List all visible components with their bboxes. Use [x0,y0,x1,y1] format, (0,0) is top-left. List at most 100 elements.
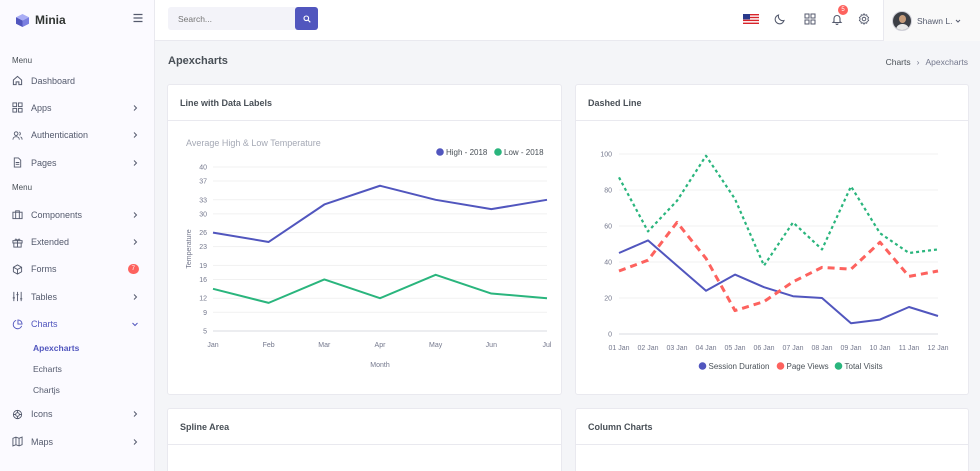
x-tick-label: 11 Jan [899,345,920,352]
forms-count-badge: 7 [127,264,139,275]
card-title: Dashed Line [576,85,968,121]
menu-toggle-icon[interactable] [133,13,143,23]
page-title: Apexcharts [168,55,228,67]
chevron-right-icon [133,411,138,418]
sidebar-item-label: Tables [31,291,58,302]
x-tick-label: 05 Jan [724,345,745,352]
chevron-right-icon [133,239,138,245]
box-icon [12,264,23,275]
x-tick-label: Jun [486,342,497,349]
x-tick-label: Jan [207,342,218,349]
series-line-low [212,273,548,304]
x-tick-label: 02 Jan [637,345,658,352]
sidebar-item-pages[interactable]: Pages [0,149,154,176]
sidebar-item-authentication[interactable]: Authentication [0,122,154,149]
sidebar-item-label: Charts [31,319,58,330]
sidebar-item-maps[interactable]: Maps [0,428,154,455]
search-input[interactable] [168,7,288,30]
legend-label: Total Visits [845,362,883,371]
y-tick-label: 30 [199,211,207,218]
breadcrumb-separator: › [916,57,920,67]
legend-marker [494,148,502,156]
home-icon [12,75,23,86]
menu-title: Menu [12,183,33,193]
sidebar-item-charts[interactable]: Charts [0,310,154,337]
user-menu[interactable]: Shawn L. [883,0,980,41]
y-axis-label: Temperature [186,229,193,268]
x-tick-label: 10 Jan [869,345,890,352]
gear-icon[interactable] [858,13,870,25]
users-icon [12,130,23,141]
logo-icon [16,13,29,27]
chevron-right-icon [133,293,138,300]
grid-icon [12,102,23,113]
y-tick-label: 0 [608,332,612,339]
moon-icon[interactable] [774,13,786,25]
sidebar-item-extended[interactable]: Extended [0,228,154,255]
sidebar-item-label: Pages [31,157,57,168]
legend-label: Low - 2018 [504,148,544,157]
x-tick-label: Feb [263,342,275,349]
sidebar-item-label: Apps [31,102,52,113]
topbar: 5 Shawn L. [133,0,980,41]
sidebar-item-apps[interactable]: Apps [0,94,154,121]
apps-grid-icon[interactable] [804,13,816,25]
bell-icon[interactable] [831,13,843,25]
x-tick-label: 04 Jan [695,345,716,352]
map-icon [12,436,23,447]
x-tick-label: Mar [318,342,331,349]
legend-marker [834,362,843,370]
sidebar-item-forms[interactable]: Forms 7 [0,256,154,283]
chevron-down-icon [956,19,961,23]
card-title: Spline Area [168,409,561,445]
x-tick-label: 03 Jan [666,345,687,352]
x-axis-label: Month [370,362,390,369]
sidebar-subitem-echarts[interactable]: Echarts [33,364,62,375]
chevron-right-icon [133,159,138,166]
x-tick-label: May [429,342,443,349]
y-tick-label: 33 [199,197,207,204]
y-tick-label: 40 [199,165,207,172]
series-line-page-views [618,220,939,313]
legend-label: Session Duration [709,362,770,371]
y-tick-label: 20 [604,296,612,303]
series-line-high [212,184,548,243]
us-flag-icon[interactable] [743,14,759,24]
y-tick-label: 9 [203,310,207,317]
y-tick-label: 80 [604,188,612,195]
sliders-icon [12,291,23,302]
sidebar-item-label: Forms [31,264,57,275]
sidebar-item-tables[interactable]: Tables [0,283,154,310]
brand[interactable]: Minia [0,0,154,40]
y-tick-label: 19 [199,263,207,270]
y-tick-label: 37 [199,179,207,186]
sidebar-item-label: Icons [31,409,53,420]
search-icon [302,14,311,23]
dashed-line-chart: 0 20 40 60 80 100 01 Jan 02 Jan 03 Jan 04 Jan 05 J… [600,152,948,372]
line-chart: Average High & Low Temperature 5 9 12 16 19 23… [186,138,552,369]
y-tick-label: 60 [604,224,612,231]
chevron-right-icon [133,105,138,111]
sidebar: Minia Menu Dashboard Apps Authentication… [0,0,155,471]
gift-icon [12,237,23,248]
sidebar-item-label: Maps [31,436,54,447]
sidebar-item-icons[interactable]: Icons [0,401,154,428]
search-button[interactable] [295,7,318,30]
x-tick-label: 06 Jan [753,345,774,352]
sidebar-subitem-apexcharts[interactable]: Apexcharts [33,343,80,354]
chevron-right-icon [133,438,138,445]
sidebar-subitem-chartjs[interactable]: Chartjs [33,385,60,396]
chevron-right-icon [133,211,138,218]
x-tick-label: Apr [375,342,387,349]
sidebar-item-dashboard[interactable]: Dashboard [0,67,154,94]
breadcrumb: Charts › Apexcharts [886,57,968,67]
sidebar-item-components[interactable]: Components [0,201,154,228]
y-tick-label: 23 [199,244,207,251]
breadcrumb-charts-link[interactable]: Charts [885,57,911,67]
x-tick-label: 09 Jan [840,345,861,352]
card-spline-area: Spline Area [167,408,562,471]
y-tick-label: 16 [199,277,207,284]
legend-marker [698,362,707,370]
legend-label: Page Views [787,362,829,371]
legend-label: High - 2018 [446,148,488,157]
